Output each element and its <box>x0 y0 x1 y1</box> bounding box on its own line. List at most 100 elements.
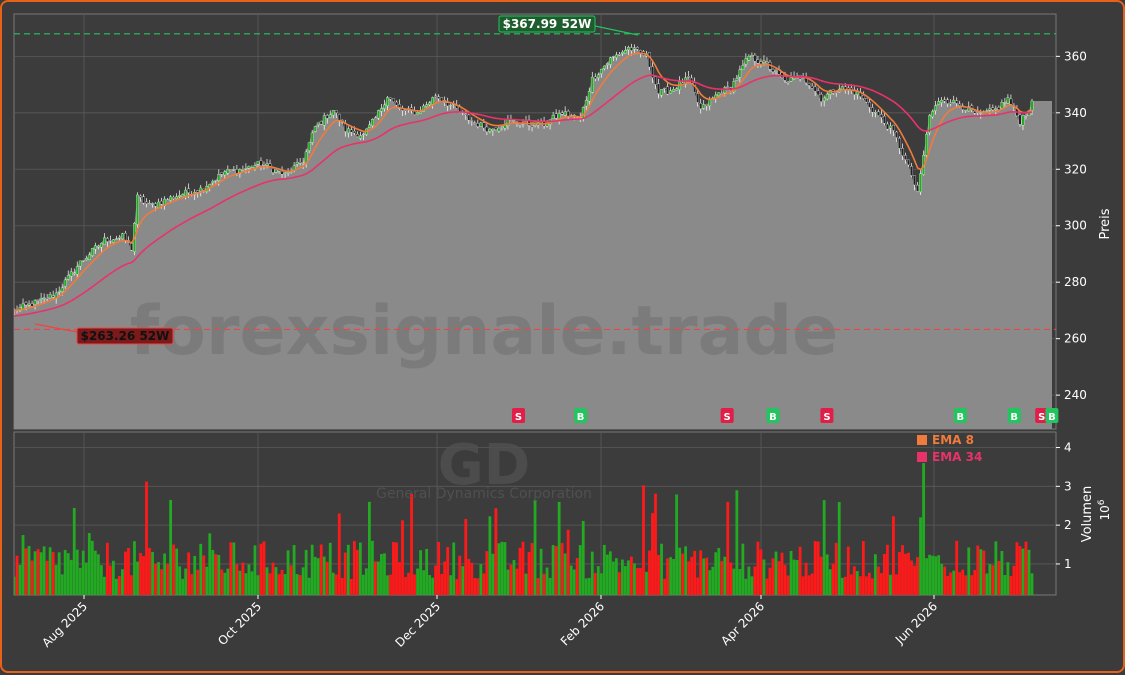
candle-body <box>633 47 636 50</box>
candle-body <box>30 303 34 307</box>
volume-bar <box>870 578 874 595</box>
candle-body <box>467 114 471 121</box>
candle-body <box>666 86 669 95</box>
x-tick-label: Aug 2025 <box>39 599 90 650</box>
candle-body <box>226 169 230 174</box>
volume-bar <box>482 573 486 595</box>
volume-bar <box>970 575 974 595</box>
price-tick-label: 320 <box>1064 162 1087 176</box>
volume-bar <box>84 562 88 595</box>
volume-bar <box>624 566 627 595</box>
candle-body <box>771 69 775 72</box>
volume-bar <box>560 543 564 595</box>
candle-body <box>470 120 474 122</box>
candle-body <box>274 169 278 173</box>
volume-bar <box>762 559 766 595</box>
candle-body <box>346 128 350 134</box>
volume-bar <box>446 547 450 595</box>
volume-bar <box>509 564 513 595</box>
volume-bar <box>346 544 350 595</box>
volume-bar <box>539 548 543 595</box>
candle-body <box>160 200 163 205</box>
volume-bar <box>642 485 645 595</box>
candle-body <box>328 114 332 118</box>
candle-body <box>93 245 97 250</box>
volume-bar <box>118 575 121 595</box>
volume-bar <box>946 575 950 595</box>
volume-bar <box>759 549 763 595</box>
volume-bar <box>319 544 323 595</box>
candle-body <box>810 85 814 89</box>
candle-body <box>877 111 880 116</box>
candle-body <box>313 126 317 132</box>
volume-bar <box>750 576 754 595</box>
candle-body <box>39 298 43 300</box>
price-tick-label: 360 <box>1064 49 1087 63</box>
volume-bar <box>515 568 519 595</box>
volume-bar <box>494 508 498 595</box>
candle-body <box>741 64 745 70</box>
volume-bar <box>304 549 308 595</box>
candle-body <box>973 110 977 114</box>
candle-body <box>172 196 175 199</box>
volume-bar <box>738 569 742 595</box>
watermark: forexsignale.trade <box>130 292 839 371</box>
candle-body <box>178 195 182 198</box>
volume-bar <box>825 554 829 595</box>
candle-body <box>813 86 817 92</box>
candle-body <box>825 93 829 100</box>
volume-bar <box>633 563 636 595</box>
volume-bar <box>102 576 106 595</box>
volume-bar <box>247 564 251 595</box>
candle-body <box>175 196 178 200</box>
volume-bar <box>325 561 329 595</box>
candle-body <box>895 131 898 138</box>
volume-bar <box>358 542 362 595</box>
candle-body <box>81 260 85 262</box>
volume-bar <box>45 560 49 595</box>
volume-bar <box>527 552 531 595</box>
volume-bar <box>142 556 145 595</box>
volume-bar <box>1012 565 1016 595</box>
volume-bar <box>741 543 745 595</box>
volume-bar <box>678 547 682 595</box>
volume-bar <box>277 574 281 595</box>
candle-body <box>994 108 998 110</box>
legend-swatch <box>917 452 927 462</box>
volume-bar <box>39 552 43 595</box>
volume-bar <box>428 575 432 595</box>
candle-body <box>60 287 64 292</box>
fifty-two-week-lines: $367.99 52W $263.26 52W <box>14 15 1056 345</box>
signal-label: B <box>1048 412 1056 423</box>
candle-body <box>612 56 615 58</box>
volume-bar <box>349 578 353 595</box>
candle-body <box>33 300 37 305</box>
volume-bar <box>238 570 242 595</box>
candle-body <box>747 56 751 61</box>
candle-body <box>428 102 431 106</box>
candle-body <box>154 203 157 207</box>
volume-bar <box>1003 575 1007 595</box>
volume-bar <box>241 562 245 595</box>
candle-body <box>446 102 450 107</box>
candle-body <box>557 112 561 120</box>
volume-bar <box>377 561 380 595</box>
volume-bar <box>253 545 257 595</box>
volume-bar <box>783 564 787 595</box>
volume-bar <box>211 549 215 595</box>
volume-bar <box>645 571 648 595</box>
candle-body <box>672 89 675 92</box>
price-area <box>14 47 1052 429</box>
candle-body <box>630 47 633 51</box>
volume-bar <box>563 553 567 595</box>
candle-body <box>21 303 25 310</box>
volume-bar <box>340 577 344 595</box>
candle-body <box>654 76 657 85</box>
volume-bar <box>322 556 326 595</box>
candle-body <box>355 134 359 137</box>
candle-body <box>491 128 495 131</box>
price-axis-label: Preis <box>1098 208 1113 239</box>
volume-bar <box>458 555 462 595</box>
signal-label: S <box>724 412 731 423</box>
